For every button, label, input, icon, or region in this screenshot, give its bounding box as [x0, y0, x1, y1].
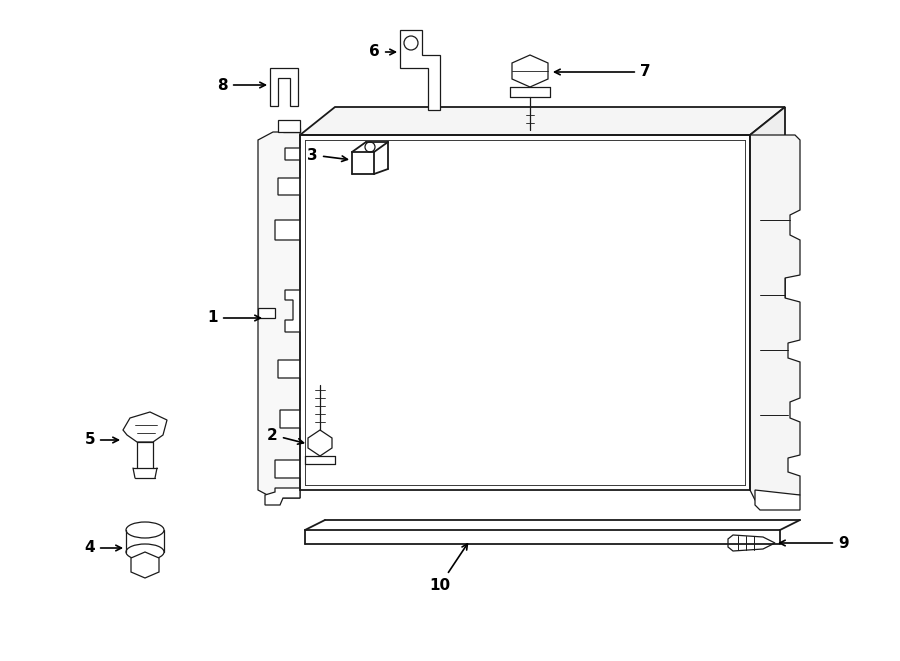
Ellipse shape	[126, 522, 164, 538]
Polygon shape	[270, 68, 298, 106]
Text: 8: 8	[218, 77, 266, 93]
Text: 4: 4	[85, 541, 122, 555]
Text: 10: 10	[429, 544, 467, 592]
Text: 6: 6	[369, 44, 395, 59]
Polygon shape	[131, 552, 159, 578]
Polygon shape	[258, 132, 300, 498]
Polygon shape	[258, 308, 275, 318]
Polygon shape	[400, 30, 440, 110]
Polygon shape	[512, 55, 548, 87]
Polygon shape	[750, 135, 800, 500]
Polygon shape	[750, 107, 785, 490]
Polygon shape	[123, 412, 167, 442]
Polygon shape	[300, 107, 785, 135]
Polygon shape	[283, 128, 300, 132]
Polygon shape	[278, 120, 300, 132]
Polygon shape	[755, 490, 800, 510]
Text: 5: 5	[85, 432, 119, 447]
Polygon shape	[750, 165, 792, 185]
Polygon shape	[265, 488, 300, 505]
Text: 3: 3	[308, 147, 347, 163]
Text: 2: 2	[267, 428, 303, 444]
Text: 9: 9	[779, 535, 849, 551]
Polygon shape	[728, 535, 775, 551]
Text: 1: 1	[208, 311, 260, 325]
Text: 7: 7	[554, 65, 651, 79]
Polygon shape	[308, 430, 332, 456]
Ellipse shape	[126, 544, 164, 560]
